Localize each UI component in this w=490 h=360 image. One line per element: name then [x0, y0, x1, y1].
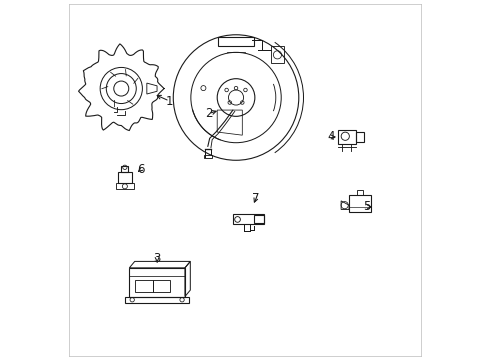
- Text: 7: 7: [252, 192, 260, 205]
- Text: 3: 3: [153, 252, 161, 265]
- Text: 6: 6: [137, 163, 145, 176]
- Text: 1: 1: [166, 95, 173, 108]
- Text: 5: 5: [363, 201, 370, 213]
- Text: 2: 2: [205, 107, 212, 120]
- Text: 4: 4: [327, 130, 335, 144]
